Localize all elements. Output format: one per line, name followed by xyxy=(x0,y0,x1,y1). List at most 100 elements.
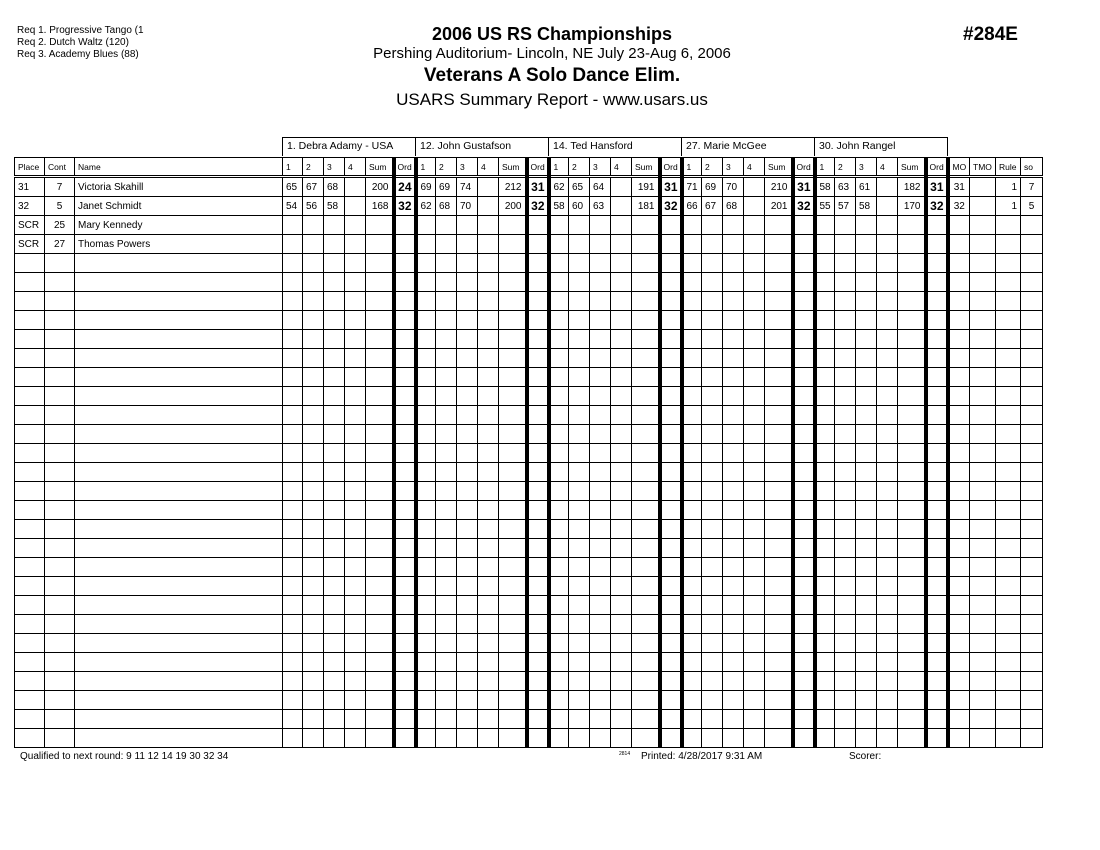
place-cell: SCR xyxy=(14,215,45,235)
score-cell xyxy=(415,576,436,596)
cont-cell xyxy=(44,443,75,463)
cont-cell: 25 xyxy=(44,215,75,235)
score-cell xyxy=(456,633,478,653)
sum-cell xyxy=(365,519,394,539)
score-cell xyxy=(814,728,835,748)
score-cell xyxy=(456,690,478,710)
score-cell xyxy=(568,614,590,634)
sum-cell xyxy=(897,614,926,634)
score-cell xyxy=(548,633,569,653)
judge-header: 30. John Rangel xyxy=(814,137,948,156)
score-cell xyxy=(743,538,765,558)
score-cell xyxy=(344,728,366,748)
name-cell xyxy=(74,557,283,577)
sum-cell xyxy=(365,462,394,482)
score-cell xyxy=(548,253,569,273)
sum-cell xyxy=(897,462,926,482)
sum-cell xyxy=(764,500,793,520)
cont-cell xyxy=(44,557,75,577)
score-cell: 56 xyxy=(302,196,324,216)
tmo-cell xyxy=(969,196,996,216)
score-cell xyxy=(344,576,366,596)
table-row xyxy=(14,443,1043,463)
name-cell xyxy=(74,690,283,710)
score-cell xyxy=(568,709,590,729)
mo-cell xyxy=(947,329,970,349)
score-cell xyxy=(435,234,457,254)
score-cell: 58 xyxy=(814,176,835,197)
ordinal-cell xyxy=(657,576,684,596)
sum-cell xyxy=(365,614,394,634)
sum-cell xyxy=(498,329,527,349)
score-cell xyxy=(477,576,499,596)
cont-cell xyxy=(44,462,75,482)
name-cell xyxy=(74,652,283,672)
score-cell xyxy=(722,728,744,748)
sum-cell xyxy=(365,557,394,577)
ordinal-cell xyxy=(657,595,684,615)
name-cell xyxy=(74,367,283,387)
score-cell xyxy=(855,614,877,634)
score-cell xyxy=(743,329,765,349)
sum-cell xyxy=(365,652,394,672)
score-cell xyxy=(456,215,478,235)
score-cell xyxy=(323,557,345,577)
ordinal-cell xyxy=(391,367,418,387)
score-cell xyxy=(282,329,303,349)
score-cell xyxy=(456,671,478,691)
score-cell xyxy=(743,519,765,539)
ordinal-cell xyxy=(391,405,418,425)
table-row: 31 7 Victoria Skahill 65 67 68 200 24 69 69 74 212 3… xyxy=(14,176,1043,197)
table-row xyxy=(14,291,1043,311)
score-cell xyxy=(302,424,324,444)
tmo-cell xyxy=(969,367,996,387)
score-cell xyxy=(701,405,723,425)
score-cell xyxy=(610,310,632,330)
rule-cell xyxy=(995,443,1021,463)
ordinal-cell xyxy=(657,424,684,444)
score-cell xyxy=(456,291,478,311)
table-row xyxy=(14,424,1043,444)
score-cell xyxy=(834,424,856,444)
sum-cell xyxy=(764,557,793,577)
score-cell xyxy=(701,595,723,615)
score-cell xyxy=(302,690,324,710)
sum-cell xyxy=(498,557,527,577)
score-cell xyxy=(477,405,499,425)
score-cell xyxy=(456,652,478,672)
mo-cell xyxy=(947,728,970,748)
score-cell xyxy=(456,728,478,748)
sum-cell xyxy=(897,329,926,349)
name-cell xyxy=(74,481,283,501)
score-cell xyxy=(589,443,611,463)
score-cell: 58 xyxy=(855,196,877,216)
score-cell xyxy=(834,652,856,672)
rule-cell xyxy=(995,557,1021,577)
ordinal-cell xyxy=(391,709,418,729)
score-cell xyxy=(722,405,744,425)
tmo-cell xyxy=(969,462,996,482)
ordinal-cell xyxy=(391,690,418,710)
table-row xyxy=(14,576,1043,596)
score-cell: 63 xyxy=(834,176,856,197)
sum-cell: 181 xyxy=(631,196,660,216)
score-cell xyxy=(834,272,856,292)
score-cell xyxy=(568,329,590,349)
sum-cell xyxy=(631,519,660,539)
ordinal-cell xyxy=(657,690,684,710)
score-cell xyxy=(681,329,702,349)
sum-cell xyxy=(498,462,527,482)
score-cell xyxy=(814,633,835,653)
rule-cell xyxy=(995,329,1021,349)
place-cell xyxy=(14,671,45,691)
score-cell xyxy=(344,462,366,482)
score-cell xyxy=(876,538,898,558)
score-cell xyxy=(477,329,499,349)
score-cell xyxy=(477,424,499,444)
ordinal-cell xyxy=(923,424,950,444)
score-cell xyxy=(302,310,324,330)
score-cell xyxy=(323,614,345,634)
ordinal-cell xyxy=(790,424,817,444)
score-cell xyxy=(456,310,478,330)
sum-cell xyxy=(631,443,660,463)
